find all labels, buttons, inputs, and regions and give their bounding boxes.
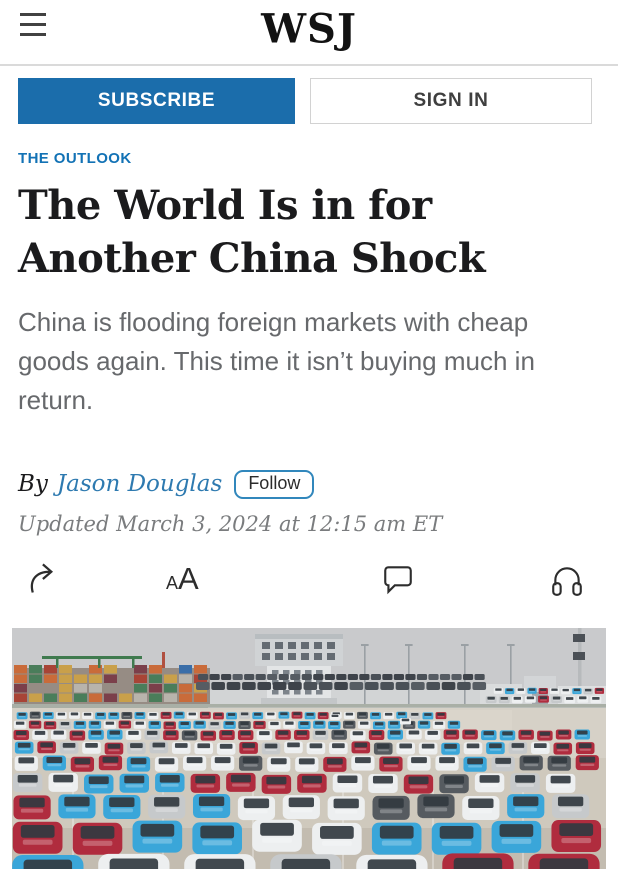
article-headline: The World Is in for Another China Shock [18,182,486,282]
article-subheadline: China is flooding foreign markets with c… [18,306,535,415]
sign-in-button[interactable]: SIGN IN [310,78,592,124]
byline-row: By Jason Douglas Follow [18,469,600,499]
headphones-icon [552,566,582,596]
auth-button-row: SUBSCRIBE SIGN IN [18,78,592,124]
article-timestamp: Updated March 3, 2024 at 12:15 am ET [18,511,443,536]
subscribe-button[interactable]: SUBSCRIBE [18,78,295,124]
follow-button[interactable]: Follow [234,469,315,499]
share-icon [30,563,54,593]
comments-button[interactable] [381,563,421,603]
article-hero-image [12,627,606,869]
author-link[interactable]: Jason Douglas [56,471,223,498]
wsj-logo[interactable]: WSJ [261,5,357,53]
share-button[interactable] [26,561,66,601]
comment-bubble-icon [384,565,412,594]
menu-button[interactable] [20,13,46,37]
listen-button[interactable] [550,562,590,602]
top-navigation-bar: WSJ [0,0,618,66]
article-category[interactable]: THE OUTLOOK [18,150,132,167]
byline-prefix: By [18,471,48,498]
hamburger-icon [20,13,46,16]
port-cars-illustration [12,627,606,869]
